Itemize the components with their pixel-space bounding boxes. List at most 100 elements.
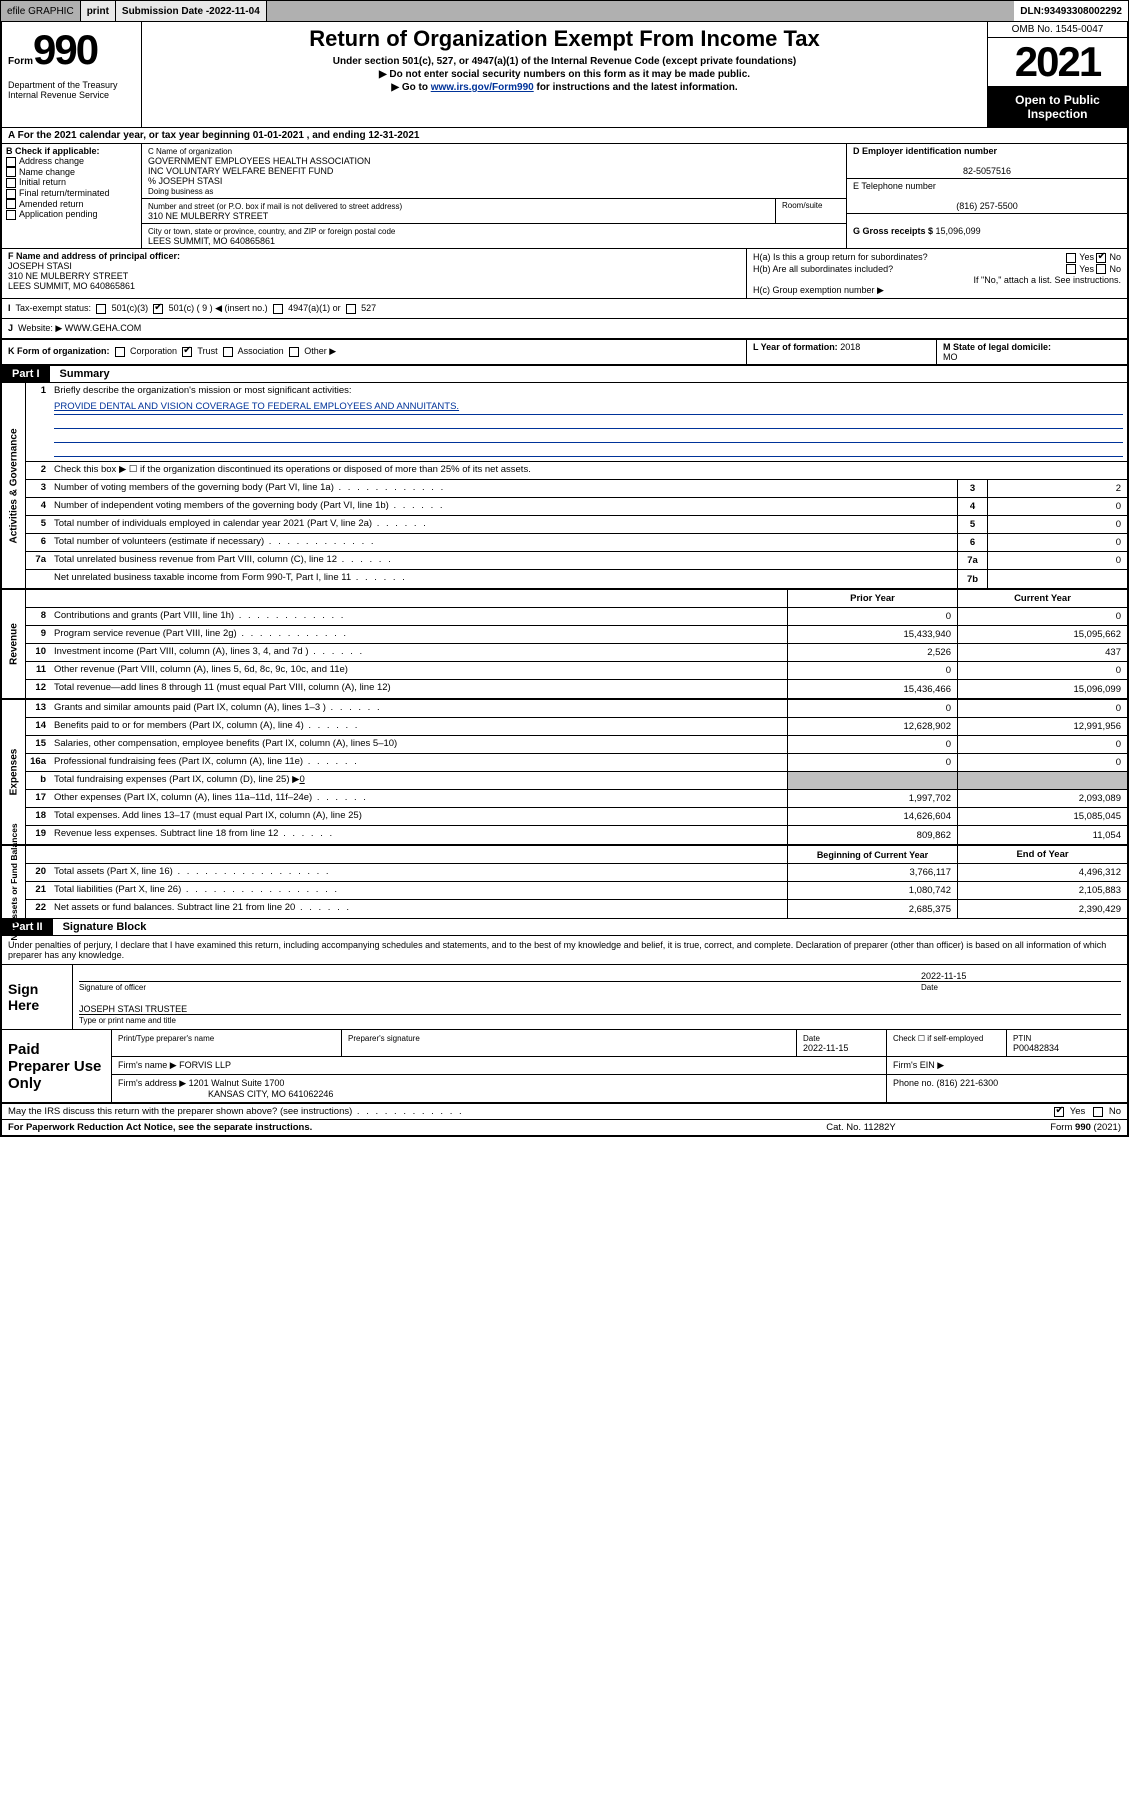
part-2-header: Part II Signature Block xyxy=(2,919,1127,936)
open-to-public: Open to PublicInspection xyxy=(988,87,1127,127)
line-17: 17Other expenses (Part IX, column (A), l… xyxy=(26,790,1127,808)
header-title-block: Return of Organization Exempt From Incom… xyxy=(142,22,987,127)
line-16b: bTotal fundraising expenses (Part IX, co… xyxy=(26,772,1127,790)
line-15: 15Salaries, other compensation, employee… xyxy=(26,736,1127,754)
line-5: 5Total number of individuals employed in… xyxy=(26,516,1127,534)
chk-application-pending[interactable]: Application pending xyxy=(6,209,137,220)
chk-4947[interactable] xyxy=(273,304,283,314)
street-address-row: Number and street (or P.O. box if mail i… xyxy=(142,199,846,224)
column-c-org-info: C Name of organization GOVERNMENT EMPLOY… xyxy=(142,144,847,248)
vlabel-net-assets: Net Assets or Fund Balances xyxy=(2,846,26,918)
ha-no[interactable] xyxy=(1096,253,1106,263)
discuss-yes[interactable] xyxy=(1054,1107,1064,1117)
signature-declaration: Under penalties of perjury, I declare th… xyxy=(2,936,1127,965)
top-toolbar: efile GRAPHIC print Submission Date - 20… xyxy=(0,0,1129,22)
vlabel-governance: Activities & Governance xyxy=(2,383,26,588)
line-2: 2Check this box ▶ ☐ if the organization … xyxy=(26,462,1127,480)
preparer-row-firm: Firm's name ▶ FORVIS LLP Firm's EIN ▶ xyxy=(112,1057,1127,1075)
row-k-form-org: K Form of organization: Corporation Trus… xyxy=(2,340,747,364)
chk-final-return[interactable]: Final return/terminated xyxy=(6,188,137,199)
line-14: 14Benefits paid to or for members (Part … xyxy=(26,718,1127,736)
line-19: 19Revenue less expenses. Subtract line 1… xyxy=(26,826,1127,844)
officer-name-line: JOSEPH STASI TRUSTEE xyxy=(79,1004,1121,1015)
chk-trust[interactable] xyxy=(182,347,192,357)
row-l-year: L Year of formation: 2018 xyxy=(747,340,937,364)
efile-label: efile GRAPHIC xyxy=(1,1,81,21)
phone-block: E Telephone number (816) 257-5500 xyxy=(847,179,1127,214)
hb-yes[interactable] xyxy=(1066,264,1076,274)
line-8: 8Contributions and grants (Part VIII, li… xyxy=(26,608,1127,626)
tax-year: 2021 xyxy=(988,38,1127,87)
chk-501c[interactable] xyxy=(153,304,163,314)
hc-line: H(c) Group exemption number ▶ xyxy=(753,285,1121,296)
ha-yes[interactable] xyxy=(1066,253,1076,263)
line-6: 6Total number of volunteers (estimate if… xyxy=(26,534,1127,552)
header-left: Form990 Department of the Treasury Inter… xyxy=(2,22,142,127)
netassets-col-headers: Beginning of Current Year End of Year xyxy=(26,846,1127,864)
ha-line: H(a) Is this a group return for subordin… xyxy=(753,252,1121,263)
chk-assoc[interactable] xyxy=(223,347,233,357)
footer-row: For Paperwork Reduction Act Notice, see … xyxy=(2,1120,1127,1135)
paid-preparer-label: Paid Preparer Use Only xyxy=(2,1030,112,1102)
chk-address-change[interactable]: Address change xyxy=(6,156,137,167)
sign-here-label: Sign Here xyxy=(2,965,72,1029)
chk-527[interactable] xyxy=(346,304,356,314)
column-b-checkboxes: B Check if applicable: Address change Na… xyxy=(2,144,142,248)
block-bcd: B Check if applicable: Address change Na… xyxy=(2,144,1127,249)
chk-amended-return[interactable]: Amended return xyxy=(6,199,137,210)
line-9: 9Program service revenue (Part VIII, lin… xyxy=(26,626,1127,644)
row-i-tax-status: I Tax-exempt status: 501(c)(3) 501(c) ( … xyxy=(2,299,1127,319)
line-4: 4Number of independent voting members of… xyxy=(26,498,1127,516)
subtitle-2: ▶ Do not enter social security numbers o… xyxy=(150,69,979,80)
section-expenses: Expenses 13Grants and similar amounts pa… xyxy=(2,700,1127,846)
chk-other[interactable] xyxy=(289,347,299,357)
section-revenue: Revenue Prior Year Current Year 8Contrib… xyxy=(2,590,1127,700)
officer-signature-line[interactable]: 2022-11-15 xyxy=(79,971,1121,982)
mission-text: PROVIDE DENTAL AND VISION COVERAGE TO FE… xyxy=(26,401,1127,462)
line-a-tax-year: A For the 2021 calendar year, or tax yea… xyxy=(2,128,1127,144)
chk-initial-return[interactable]: Initial return xyxy=(6,177,137,188)
principal-officer: F Name and address of principal officer:… xyxy=(2,249,747,298)
line-7a: 7aTotal unrelated business revenue from … xyxy=(26,552,1127,570)
form-container: Form990 Department of the Treasury Inter… xyxy=(0,22,1129,1137)
line-18: 18Total expenses. Add lines 13–17 (must … xyxy=(26,808,1127,826)
print-button[interactable]: print xyxy=(81,1,116,21)
submission-date: Submission Date - 2022-11-04 xyxy=(116,1,267,21)
part-1-header: Part I Summary xyxy=(2,366,1127,383)
dln-label: DLN: 93493308002292 xyxy=(1014,1,1128,21)
discuss-row: May the IRS discuss this return with the… xyxy=(2,1104,1127,1120)
preparer-row-addr: Firm's address ▶ 1201 Walnut Suite 1700 … xyxy=(112,1075,1127,1102)
column-d-ein-phone: D Employer identification number 82-5057… xyxy=(847,144,1127,248)
toolbar-spacer xyxy=(267,1,1014,21)
omb-number: OMB No. 1545-0047 xyxy=(988,22,1127,38)
subtitle-3: ▶ Go to www.irs.gov/Form990 for instruct… xyxy=(150,82,979,93)
ein-block: D Employer identification number 82-5057… xyxy=(847,144,1127,179)
line-13: 13Grants and similar amounts paid (Part … xyxy=(26,700,1127,718)
header-right: OMB No. 1545-0047 2021 Open to PublicIns… xyxy=(987,22,1127,127)
department-label: Department of the Treasury Internal Reve… xyxy=(8,80,135,100)
line-21: 21Total liabilities (Part X, line 26) 1,… xyxy=(26,882,1127,900)
row-klm: K Form of organization: Corporation Trus… xyxy=(2,340,1127,366)
line-22: 22Net assets or fund balances. Subtract … xyxy=(26,900,1127,918)
line-16a: 16aProfessional fundraising fees (Part I… xyxy=(26,754,1127,772)
discuss-no[interactable] xyxy=(1093,1107,1103,1117)
vlabel-revenue: Revenue xyxy=(2,590,26,698)
chk-name-change[interactable]: Name change xyxy=(6,167,137,178)
line-7b: Net unrelated business taxable income fr… xyxy=(26,570,1127,588)
block-fh: F Name and address of principal officer:… xyxy=(2,249,1127,299)
form-header: Form990 Department of the Treasury Inter… xyxy=(2,22,1127,128)
line-11: 11Other revenue (Part VIII, column (A), … xyxy=(26,662,1127,680)
gross-receipts: G Gross receipts $ 15,096,099 xyxy=(847,214,1127,248)
row-j-website: J Website: ▶ WWW.GEHA.COM xyxy=(2,319,1127,340)
section-governance: Activities & Governance 1 Briefly descri… xyxy=(2,383,1127,590)
irs-link[interactable]: www.irs.gov/Form990 xyxy=(431,82,534,93)
hb2-line: If "No," attach a list. See instructions… xyxy=(753,275,1121,285)
chk-corp[interactable] xyxy=(115,347,125,357)
row-m-state: M State of legal domicile:MO xyxy=(937,340,1127,364)
line-1: 1 Briefly describe the organization's mi… xyxy=(26,383,1127,401)
preparer-row-1: Print/Type preparer's name Preparer's si… xyxy=(112,1030,1127,1057)
form-number: Form990 xyxy=(8,26,135,74)
line-12: 12Total revenue—add lines 8 through 11 (… xyxy=(26,680,1127,698)
chk-501c3[interactable] xyxy=(96,304,106,314)
hb-no[interactable] xyxy=(1096,264,1106,274)
